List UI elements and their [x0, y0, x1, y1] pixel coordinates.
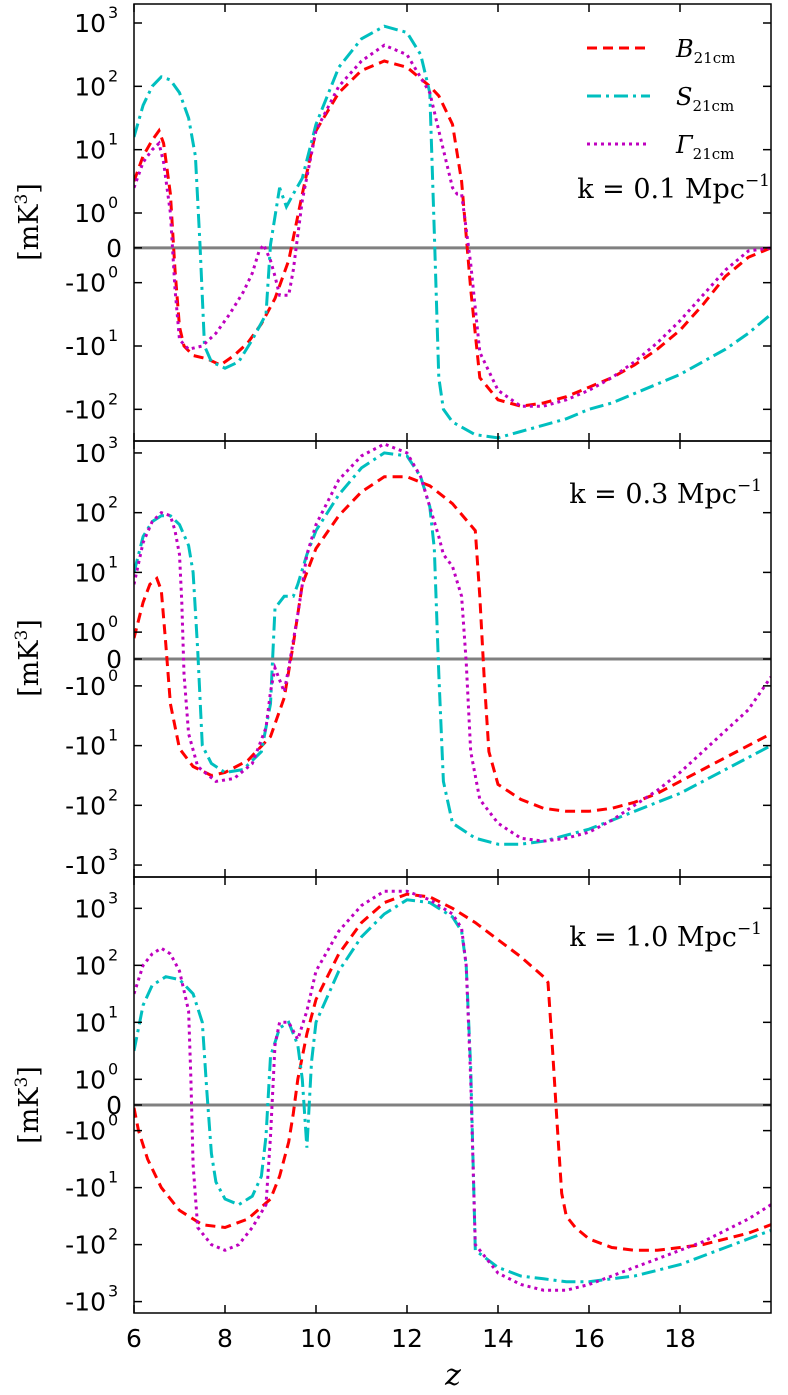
y-axis-label: [mK3] — [12, 183, 45, 261]
x-axis-label: z — [444, 1358, 461, 1393]
y-tick-exponent: 3 — [108, 1282, 118, 1301]
series-line-b21cm — [134, 59, 771, 408]
x-tick-label: 12 — [391, 1324, 423, 1353]
y-tick-label: 10 — [74, 9, 106, 38]
y-tick-exponent: 0 — [108, 612, 118, 631]
y-tick-exponent: 1 — [108, 552, 118, 571]
x-tick-label: 6 — [126, 1324, 142, 1353]
y-tick-label: 0 — [106, 1091, 122, 1120]
y-tick-label: -10 — [65, 1117, 106, 1146]
y-tick-exponent: 2 — [108, 785, 118, 804]
y-tick-exponent: 0 — [108, 193, 118, 212]
y-tick-exponent: 2 — [108, 945, 118, 964]
legend-label: S21cm — [676, 83, 734, 115]
y-tick-exponent: 0 — [108, 666, 118, 685]
series-line-21cm — [134, 889, 771, 1292]
legend-label: B21cm — [675, 35, 735, 67]
y-tick-label: -10 — [65, 1174, 106, 1203]
series-line-s21cm — [134, 898, 771, 1284]
series-line-b21cm — [134, 475, 771, 813]
y-tick-label: 10 — [74, 618, 106, 647]
y-tick-label: -10 — [65, 1231, 106, 1260]
y-tick-exponent: 3 — [108, 845, 118, 864]
x-tick-label: 18 — [664, 1324, 696, 1353]
y-tick-exponent: 0 — [108, 263, 118, 282]
y-tick-label: -10 — [65, 672, 106, 701]
y-tick-label: -10 — [65, 791, 106, 820]
legend-label: Γ21cm — [675, 131, 734, 163]
y-tick-label: 10 — [74, 951, 106, 980]
k-annotation: k = 1.0 Mpc−1 — [569, 919, 762, 953]
y-tick-label: -10 — [65, 395, 106, 424]
y-tick-exponent: 1 — [108, 326, 118, 345]
y-tick-label: 10 — [74, 72, 106, 101]
y-tick-exponent: 3 — [108, 3, 118, 22]
y-tick-exponent: 1 — [108, 1168, 118, 1187]
y-tick-label: 10 — [74, 558, 106, 587]
y-tick-exponent: 2 — [108, 389, 118, 408]
panel-frame — [133, 876, 772, 1314]
y-tick-exponent: 1 — [108, 130, 118, 149]
x-tick-label: 10 — [300, 1324, 332, 1353]
k-annotation: k = 0.3 Mpc−1 — [569, 476, 762, 510]
y-tick-exponent: 3 — [108, 888, 118, 907]
y-tick-label: -10 — [65, 732, 106, 761]
k-annotation: k = 0.1 Mpc−1 — [577, 171, 770, 205]
y-tick-label: 10 — [74, 136, 106, 165]
y-tick-label: -10 — [65, 332, 106, 361]
y-tick-label: 10 — [74, 1008, 106, 1037]
y-tick-exponent: 3 — [108, 433, 118, 452]
y-tick-exponent: 0 — [108, 1059, 118, 1078]
series-line-21cm — [134, 442, 771, 843]
y-axis-label: [mK3] — [12, 619, 45, 697]
y-tick-exponent: 1 — [108, 726, 118, 745]
y-tick-label: 10 — [74, 499, 106, 528]
y-tick-label: 10 — [74, 1065, 106, 1094]
y-tick-exponent: 2 — [108, 493, 118, 512]
y-axis-label: [mK3] — [12, 1066, 45, 1144]
series-line-s21cm — [134, 24, 771, 440]
y-tick-label: 10 — [74, 199, 106, 228]
x-tick-label: 14 — [482, 1324, 514, 1353]
y-tick-exponent: 1 — [108, 1002, 118, 1021]
series-line-s21cm — [134, 451, 771, 846]
series-line-b21cm — [134, 892, 771, 1252]
legend: B21cm S21cm Γ21cm — [587, 35, 735, 163]
x-tick-label: 16 — [573, 1324, 605, 1353]
y-tick-label: -10 — [65, 851, 106, 880]
y-tick-exponent: 2 — [108, 66, 118, 85]
y-tick-label: 0 — [106, 645, 122, 674]
y-tick-label: -10 — [65, 1288, 106, 1317]
y-tick-exponent: 0 — [108, 1111, 118, 1130]
y-tick-exponent: 2 — [108, 1225, 118, 1244]
y-tick-label: 0 — [106, 234, 122, 263]
y-tick-label: -10 — [65, 269, 106, 298]
y-tick-label: 10 — [74, 894, 106, 923]
series-line-21cm — [134, 43, 771, 408]
y-tick-label: 10 — [74, 439, 106, 468]
x-tick-label: 8 — [217, 1324, 233, 1353]
